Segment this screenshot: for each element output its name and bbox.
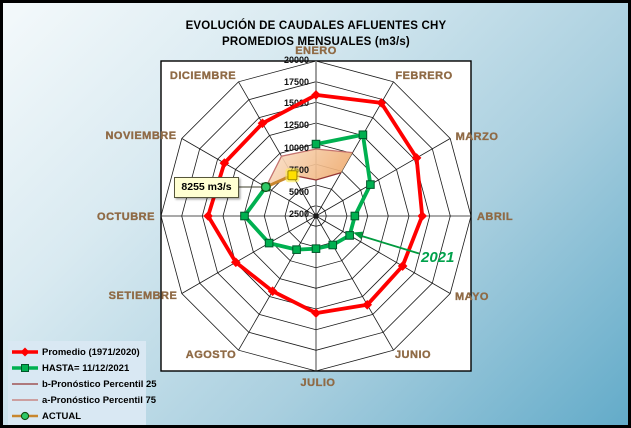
tick-label-10000: 10000 — [284, 143, 309, 153]
month-label-agosto: AGOSTO — [186, 349, 236, 361]
legend-swatch-icon — [12, 399, 38, 401]
legend-swatch-icon — [12, 411, 38, 421]
tick-label-12500: 12500 — [284, 120, 309, 130]
legend-item-2[interactable]: b-Pronóstico Percentil 25 — [10, 376, 157, 392]
marker-promedio-diamond[interactable] — [362, 299, 373, 310]
marker-hasta-square[interactable] — [366, 180, 375, 189]
month-label-febrero: FEBRERO — [395, 70, 452, 82]
marker-promedio-diamond[interactable] — [203, 211, 213, 221]
tick-label-20000: 20000 — [284, 55, 309, 65]
marker-hasta-square[interactable] — [350, 211, 360, 221]
legend-item-label: HASTA= 11/12/2021 — [42, 362, 130, 374]
legend-item-3[interactable]: a-Pronóstico Percentil 75 — [10, 392, 156, 408]
radar-center-dot — [313, 213, 319, 219]
marker-promedio-diamond[interactable] — [397, 261, 408, 271]
tick-label-2500: 2500 — [289, 209, 309, 219]
marker-promedio-diamond[interactable] — [311, 90, 321, 100]
legend-item-1[interactable]: HASTA= 11/12/2021 — [10, 360, 144, 376]
radar-grid — [160, 60, 472, 372]
chart-title: EVOLUCIÓN DE CAUDALES AFLUENTES CHY PROM… — [161, 18, 471, 50]
month-labels: ENERO FEBRERO MARZO ABRIL MAYO JUNIO JULIO AGOS… — [97, 45, 513, 389]
month-label-setiembre: SETIEMBRE — [109, 290, 178, 302]
marker-hasta-square[interactable] — [311, 139, 321, 149]
grid-spoke — [181, 138, 317, 217]
marker-hasta-square[interactable] — [292, 245, 301, 254]
grid-spoke — [315, 215, 394, 351]
marker-hasta-square[interactable] — [264, 238, 274, 248]
marker-promedio-diamond[interactable] — [311, 308, 321, 318]
tick-label-5000: 5000 — [289, 187, 309, 197]
marker-hasta-square[interactable] — [311, 244, 321, 253]
grid-spoke — [181, 215, 317, 294]
annotation-2021-arrowhead-icon — [353, 231, 364, 239]
legend-item-label: a-Pronóstico Percentil 75 — [42, 394, 157, 406]
legend: Promedio (1971/2020) HASTA= 11/12/2021 b-P… — [8, 341, 157, 425]
annotation-2021-label: 2021 — [420, 249, 454, 266]
legend-item-label: b-Pronóstico Percentil 25 — [42, 378, 157, 390]
annotation-2021-arrow-line — [359, 234, 420, 255]
callout-8255[interactable]: 8255 m3/s — [174, 177, 239, 198]
forecast-band — [265, 149, 353, 187]
month-label-marzo: MARZO — [456, 131, 499, 143]
marker-hasta-square[interactable] — [345, 231, 354, 240]
selected-point-marker[interactable] — [287, 170, 298, 181]
marker-promedio-diamond[interactable] — [219, 158, 230, 168]
series-p75[interactable] — [265, 148, 353, 188]
grid-spoke — [315, 138, 451, 217]
month-label-mayo: MAYO — [455, 291, 489, 303]
marker-promedio-diamond[interactable] — [411, 153, 422, 163]
month-label-diciembre: DICIEMBRE — [170, 70, 236, 82]
month-label-julio: JULIO — [301, 377, 336, 389]
chart-title-line2: PROMEDIOS MENSUALES (m3/s) — [222, 36, 410, 49]
marker-hasta-square[interactable] — [328, 240, 338, 250]
grid-spoke — [238, 81, 317, 217]
marker-promedio-diamond[interactable] — [267, 286, 278, 296]
tick-label-17500: 17500 — [284, 77, 309, 87]
grid-spoke — [238, 215, 317, 351]
chart-title-line1: EVOLUCIÓN DE CAUDALES AFLUENTES CHY — [185, 20, 447, 32]
marker-hasta-square[interactable] — [358, 130, 368, 140]
month-label-enero: ENERO — [295, 45, 337, 57]
legend-swatch-icon — [12, 364, 38, 372]
legend-item-label: Promedio (1971/2020) — [42, 346, 140, 358]
month-label-octubre: OCTUBRE — [97, 211, 155, 223]
marker-promedio-diamond[interactable] — [417, 211, 428, 221]
marker-promedio-diamond[interactable] — [376, 98, 387, 108]
legend-item-0[interactable]: Promedio (1971/2020) — [10, 344, 144, 360]
marker-hasta-square[interactable] — [240, 211, 249, 221]
legend-item-label: ACTUAL — [42, 410, 82, 422]
annotation-2021[interactable]: 2021 — [353, 231, 454, 266]
marker-promedio-diamond[interactable] — [257, 118, 268, 129]
tick-label-15000: 15000 — [284, 98, 309, 108]
legend-swatch-icon — [12, 347, 38, 357]
marker-actual-circle[interactable] — [260, 181, 271, 193]
radar-chart: 2500500075001000012500150001750020000ENE… — [97, 45, 513, 389]
legend-item-4[interactable]: ACTUAL — [10, 408, 144, 424]
series-promedio[interactable] — [203, 90, 428, 318]
month-label-abril: ABRIL — [477, 211, 513, 223]
month-label-noviembre: NOVIEMBRE — [105, 130, 176, 142]
grid-spoke — [315, 215, 451, 294]
legend-swatch-icon — [12, 383, 38, 385]
marker-promedio-diamond[interactable] — [231, 257, 241, 268]
series-actual[interactable] — [260, 168, 300, 193]
series-hasta[interactable] — [240, 130, 375, 254]
month-label-junio: JUNIO — [395, 349, 431, 361]
